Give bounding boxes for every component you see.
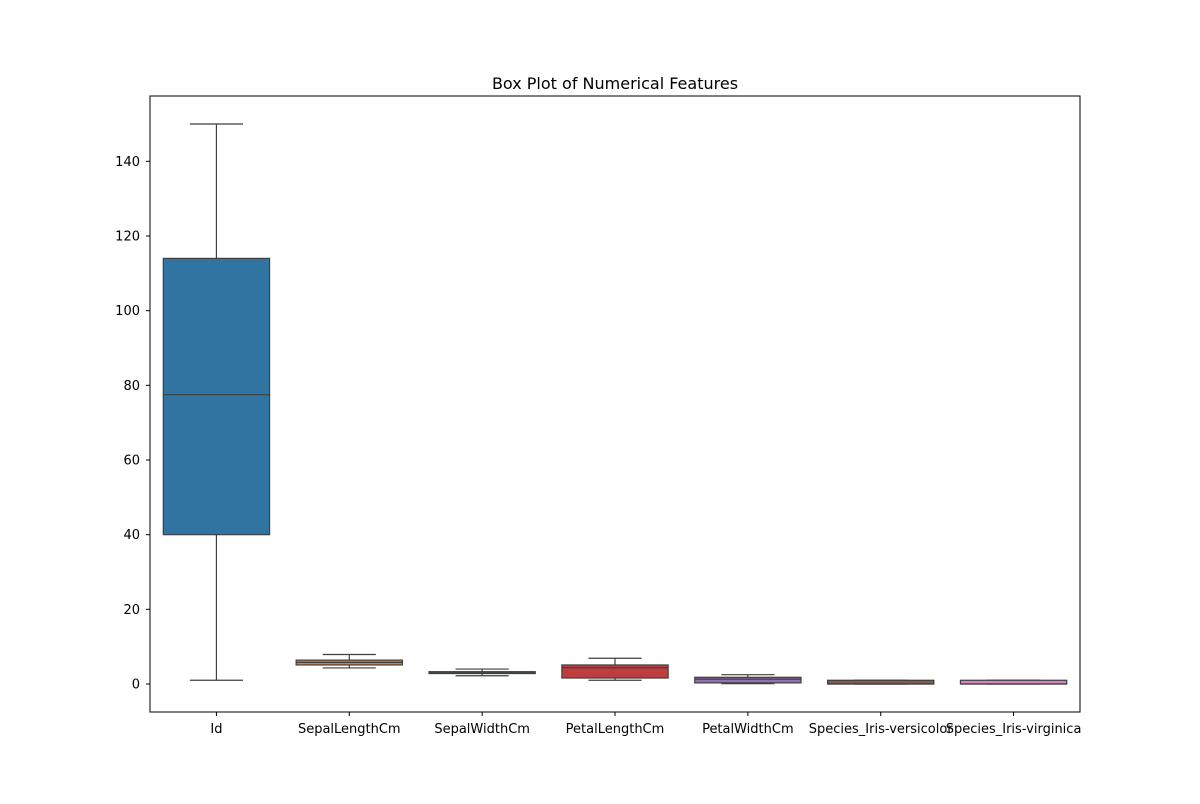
y-tick-label: 20 <box>123 603 140 618</box>
x-tick-label: Species_Iris-versicolor <box>809 722 954 737</box>
x-tick-label: PetalLengthCm <box>566 722 665 737</box>
y-tick-label: 120 <box>115 230 140 245</box>
y-tick-label: 80 <box>123 379 140 394</box>
y-tick-label: 0 <box>132 678 140 693</box>
x-tick-label: PetalWidthCm <box>702 722 794 737</box>
box-body <box>561 664 669 679</box>
y-tick-label: 60 <box>123 454 140 469</box>
x-tick-label: SepalLengthCm <box>298 722 401 737</box>
x-tick-label: Species_Iris-virginica <box>946 722 1082 737</box>
box-body <box>694 676 802 684</box>
y-tick-label: 100 <box>115 304 140 319</box>
y-tick-label: 40 <box>123 528 140 543</box>
axes-frame <box>149 95 1081 713</box>
plot-area: 0 20 40 60 80 100 120 140 Id SepalLengthCm SepalWi… <box>115 123 1082 737</box>
x-tick-label: Id <box>210 722 222 737</box>
y-tick-label: 140 <box>115 155 140 170</box>
chart-title: Box Plot of Numerical Features <box>492 74 738 93</box>
x-tick-label: SepalWidthCm <box>434 722 530 737</box>
box-body <box>162 257 271 536</box>
